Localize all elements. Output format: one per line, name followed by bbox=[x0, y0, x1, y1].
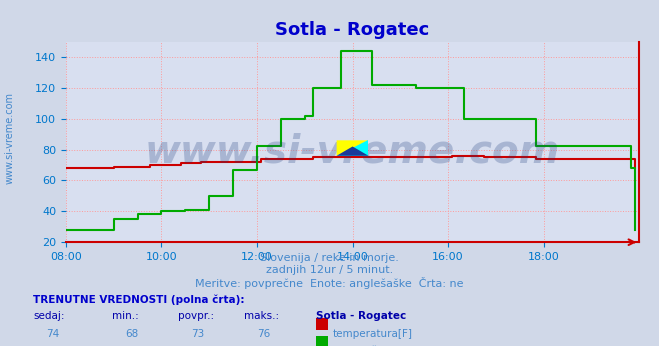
Text: temperatura[F]: temperatura[F] bbox=[333, 329, 413, 339]
Text: Slovenija / reke in morje.: Slovenija / reke in morje. bbox=[260, 253, 399, 263]
Text: 76: 76 bbox=[257, 329, 270, 339]
Text: TRENUTNE VREDNOSTI (polna črta):: TRENUTNE VREDNOSTI (polna črta): bbox=[33, 294, 244, 304]
Title: Sotla - Rogatec: Sotla - Rogatec bbox=[275, 20, 430, 38]
Polygon shape bbox=[337, 146, 368, 156]
Text: maks.:: maks.: bbox=[244, 311, 279, 321]
Polygon shape bbox=[337, 140, 368, 156]
Text: Meritve: povprečne  Enote: anglešaške  Črta: ne: Meritve: povprečne Enote: anglešaške Črt… bbox=[195, 277, 464, 289]
Text: min.:: min.: bbox=[112, 311, 139, 321]
Text: Sotla - Rogatec: Sotla - Rogatec bbox=[316, 311, 407, 321]
Text: www.si-vreme.com: www.si-vreme.com bbox=[5, 92, 15, 184]
Polygon shape bbox=[337, 140, 368, 156]
Text: 68: 68 bbox=[125, 329, 138, 339]
Text: 73: 73 bbox=[191, 329, 204, 339]
Text: povpr.:: povpr.: bbox=[178, 311, 214, 321]
Text: zadnjih 12ur / 5 minut.: zadnjih 12ur / 5 minut. bbox=[266, 265, 393, 275]
Text: 74: 74 bbox=[46, 329, 59, 339]
Text: sedaj:: sedaj: bbox=[33, 311, 65, 321]
Text: www.si-vreme.com: www.si-vreme.com bbox=[145, 133, 560, 171]
